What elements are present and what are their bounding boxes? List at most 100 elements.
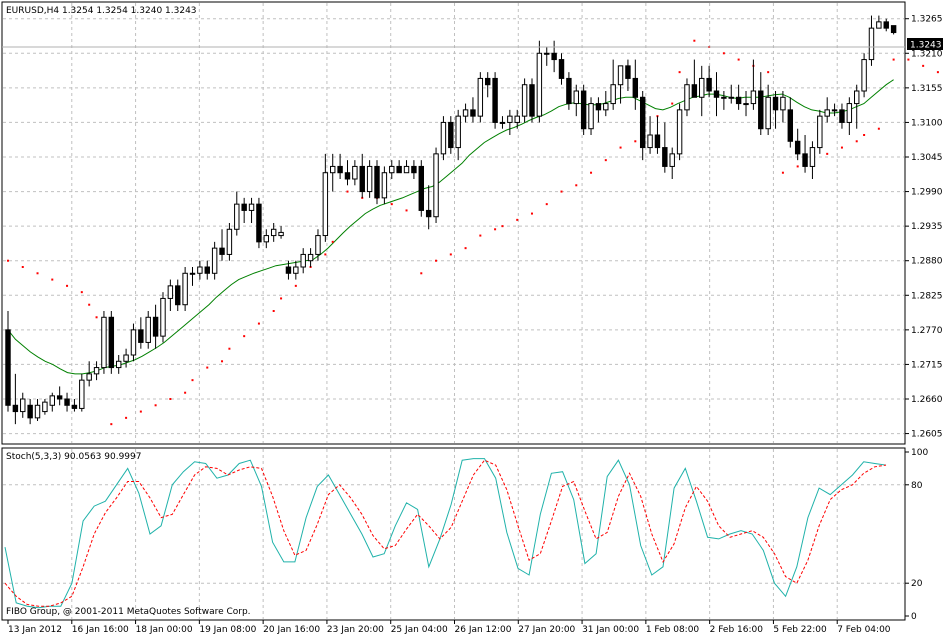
candle	[876, 15, 882, 29]
sar-dot	[435, 259, 438, 262]
time-tick-label: 5 Feb 22:00	[773, 625, 827, 635]
sar-dot	[7, 259, 9, 262]
time-tick-label: 23 Jan 20:00	[327, 625, 384, 635]
sar-dot	[892, 58, 895, 61]
candle	[101, 311, 107, 374]
candle	[256, 197, 262, 249]
candle-body	[145, 316, 151, 343]
candle	[12, 373, 19, 425]
candle-body	[477, 77, 484, 117]
sar-dot	[184, 391, 187, 394]
candle	[448, 116, 454, 154]
sar-dot	[855, 140, 858, 143]
candle	[219, 229, 225, 261]
candle-body	[20, 398, 26, 413]
candle-body	[625, 65, 631, 79]
candle-body	[440, 121, 447, 155]
candle	[337, 153, 343, 179]
main-grid	[3, 3, 904, 619]
time-tick-label: 25 Jan 04:00	[391, 625, 448, 635]
candle	[750, 59, 757, 110]
candle-body	[12, 404, 19, 413]
candle-body	[610, 84, 616, 105]
candle-body	[772, 96, 779, 111]
candle	[603, 91, 609, 117]
candle	[204, 260, 210, 280]
stoch-tick-label: 80	[911, 481, 923, 491]
sar-dot	[294, 284, 297, 287]
candle-body	[425, 209, 432, 218]
candle	[396, 160, 402, 174]
candle-body	[448, 121, 454, 149]
candle-body	[101, 316, 107, 369]
candle-body	[817, 115, 823, 149]
current-price-tag	[907, 38, 943, 50]
sar-dot	[678, 71, 681, 74]
candle-body	[521, 84, 528, 117]
candle	[728, 84, 734, 104]
candle	[721, 91, 727, 110]
sar-dot	[545, 203, 548, 206]
sar-dot	[560, 190, 563, 193]
candle-body	[507, 115, 513, 123]
candle-body	[167, 285, 174, 299]
candle	[352, 160, 358, 186]
candle	[71, 399, 78, 412]
candle-body	[411, 165, 417, 174]
candle	[285, 260, 292, 280]
sar-dot	[390, 203, 393, 206]
candle-body	[359, 165, 365, 193]
candle-body	[278, 231, 284, 237]
sar-dot	[95, 316, 98, 319]
candle	[93, 361, 100, 381]
sar-dot	[737, 58, 740, 61]
candle	[115, 355, 122, 374]
candle-body	[71, 404, 78, 409]
candle-body	[839, 109, 845, 123]
candle	[322, 153, 329, 242]
candle	[883, 18, 889, 32]
sar-dot	[191, 379, 194, 382]
candle	[846, 97, 853, 135]
candle-body	[603, 103, 609, 111]
candle-body	[344, 172, 351, 180]
sar-dot	[922, 64, 925, 67]
candle-body	[780, 96, 786, 111]
sar-dot	[243, 335, 246, 338]
sar-dot	[479, 234, 482, 237]
candle-body	[219, 247, 225, 255]
candle	[418, 160, 425, 217]
candle-body	[728, 96, 734, 99]
candle-body	[396, 165, 402, 174]
sar-dot	[619, 146, 622, 149]
price-tick-label: 1.3045	[911, 153, 943, 163]
candle-body	[588, 103, 594, 130]
candle	[588, 97, 594, 135]
candle	[307, 248, 314, 267]
candle	[639, 91, 646, 161]
candle	[160, 292, 166, 343]
candle-body	[470, 109, 476, 117]
candle	[389, 160, 395, 179]
sar-dot	[110, 423, 113, 426]
price-tick-label: 1.2715	[911, 360, 943, 370]
time-tick-label: 13 Jan 2012	[8, 625, 62, 635]
candle	[138, 317, 144, 349]
candle	[809, 141, 816, 179]
candle-body	[455, 115, 461, 149]
candle-body	[322, 172, 329, 237]
price-tick-label: 1.2990	[911, 188, 943, 198]
stoch-tick-label: 0	[911, 612, 917, 622]
price-tick-label: 1.2770	[911, 326, 943, 336]
candle-body	[802, 153, 808, 167]
candle-body	[270, 228, 277, 237]
sar-dot	[139, 410, 142, 413]
candle-body	[418, 165, 425, 211]
candle	[123, 348, 129, 368]
candle	[558, 53, 565, 85]
candle	[263, 229, 270, 249]
candle-body	[529, 84, 535, 117]
candle	[64, 392, 70, 412]
candle	[854, 84, 860, 129]
price-tick-label: 1.3100	[911, 118, 943, 128]
